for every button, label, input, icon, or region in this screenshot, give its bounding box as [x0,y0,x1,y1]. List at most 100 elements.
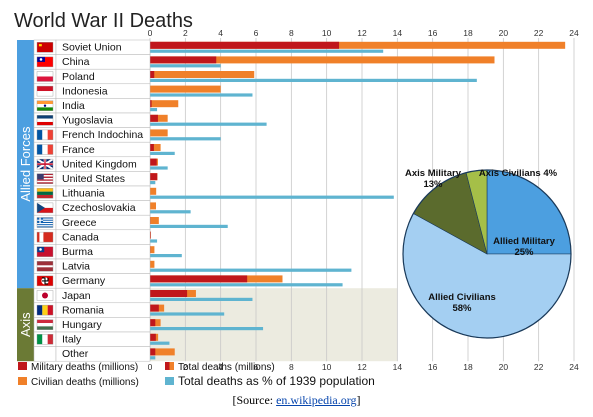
tick-label-bottom: 6 [254,362,259,372]
category-label: France [62,144,95,156]
pie-label-name: Allied Military [493,236,555,247]
bar-total-deaths [150,41,566,49]
tick-label-bottom: 24 [569,362,579,372]
tick-label-top: 4 [218,28,223,38]
category-label: Greece [62,217,97,229]
bar-percent-population [150,93,253,97]
bar-percent-population [150,78,477,82]
legend-swatch [165,377,174,385]
axis-background: Allied Forces Axis [17,40,398,362]
source-prefix: [Source: [232,393,277,407]
category-label: India [62,100,85,112]
category-row: Italy [33,331,151,347]
bar-total-deaths [150,187,157,195]
bar-military-deaths [150,319,156,327]
bar-percent-population [150,341,170,345]
bar-total-deaths [150,348,175,356]
flag-hungary [36,319,54,330]
bar-military-deaths [150,304,159,312]
tick-label-bottom: 12 [357,362,367,372]
category-row: Yugoslavia [33,112,151,128]
tick-label-bottom: 10 [322,362,332,372]
bar-total-deaths [150,114,168,122]
source-caption: [Source: en.wikipedia.org] [0,393,593,408]
category-row: India [33,98,151,114]
category-label: Germany [62,275,106,287]
bar-percent-population [150,151,175,155]
bar-military-deaths [150,100,152,108]
legend-label: Total deaths (millions) [178,362,275,373]
pie-label: Axis Civilians 4% [479,168,558,179]
category-rows: Soviet Union China Poland Indonesia India Yug… [33,39,151,362]
category-label: Other [62,348,89,360]
bars-layer [150,41,566,360]
tick-label-top: 0 [148,28,153,38]
pie-outline [402,169,572,339]
flag-india [36,100,54,111]
flag-italy [36,334,54,345]
legend-swatch [165,362,170,370]
bar-total-deaths [150,144,161,151]
legend-item: Total deaths as % of 1939 population [165,374,375,388]
category-row: Burma [33,244,151,260]
legend-label: Civilian deaths (millions) [31,377,139,388]
tick-label-top: 18 [463,28,473,38]
category-row: Lithuania [33,185,151,201]
legend-swatch [18,377,27,385]
chart-title: World War II Deaths [14,10,193,32]
flag-ussr [36,42,54,53]
tick-label-bottom: 0 [148,362,153,372]
bar-percent-population [150,195,394,199]
bar-military-deaths [150,348,156,356]
category-row: Hungary [33,317,151,333]
flag-yugoslavia [36,115,54,126]
source-suffix: ] [356,393,361,407]
bar-percent-population [150,122,267,126]
category-label: United Kingdom [62,158,137,170]
tick-label-top: 8 [289,28,294,38]
tick-label-bottom: 8 [289,362,294,372]
category-row: France [33,141,151,158]
category-label: Indonesia [62,85,108,97]
pie-label-percent: 25% [514,247,534,258]
bar-percent-population [150,64,221,68]
category-row: Germany [33,273,151,289]
tick-label-bottom: 14 [393,362,403,372]
bar-percent-population [150,312,225,316]
tick-label-bottom: 4 [218,362,223,372]
legend-swatch [18,362,27,370]
category-label: Romania [62,304,104,316]
tick-label-top: 10 [322,28,332,38]
bar-total-deaths [150,129,168,137]
bar-military-deaths [150,56,217,64]
tick-label-top: 6 [254,28,259,38]
category-label: Canada [62,231,99,243]
pie-label-percent: 13% [423,179,443,190]
category-label: Burma [62,246,93,258]
bar-percent-population [150,166,168,170]
bar-percent-population [150,268,352,272]
tick-label-top: 14 [393,28,403,38]
category-row: United States [33,171,151,187]
category-label: Yugoslavia [62,115,113,127]
bar-total-deaths [150,217,159,224]
bar-percent-population [150,356,156,360]
category-label: Poland [62,71,95,83]
bar-percent-population [150,108,158,112]
category-row: United Kingdom [33,156,151,172]
category-row: Czechoslovakia [33,200,151,216]
bar-total-deaths [150,71,255,78]
source-link[interactable]: en.wikipedia.org [276,393,357,407]
tick-label-top: 24 [569,28,579,38]
tick-label-top: 16 [428,28,438,38]
category-label: Czechoslovakia [62,202,136,214]
bar-total-deaths [150,56,495,64]
flag-france [36,144,54,155]
flag-canada [36,231,54,243]
legend-label: Military deaths (millions) [31,362,138,373]
flag-japan [36,290,54,301]
bar-total-deaths [150,246,155,254]
